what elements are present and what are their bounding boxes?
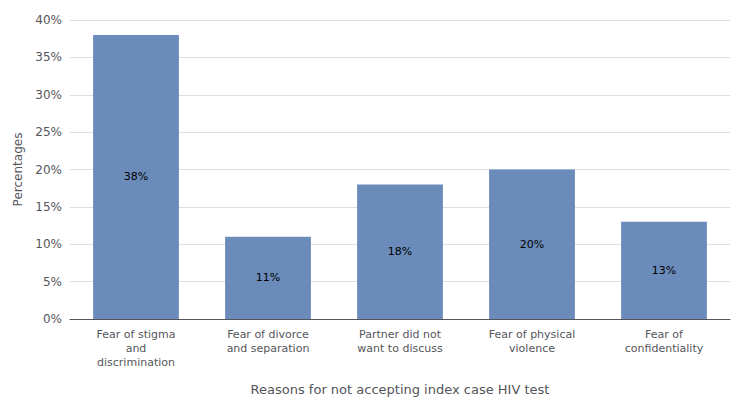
svg-text:5%: 5% bbox=[43, 275, 62, 289]
svg-text:0%: 0% bbox=[43, 312, 62, 326]
svg-text:Fear of: Fear of bbox=[645, 328, 684, 341]
svg-text:38%: 38% bbox=[124, 170, 148, 183]
svg-text:discrimination: discrimination bbox=[97, 356, 175, 369]
svg-text:35%: 35% bbox=[35, 50, 62, 64]
svg-text:Fear of divorce: Fear of divorce bbox=[227, 328, 309, 341]
svg-text:confidentiality: confidentiality bbox=[625, 342, 704, 355]
svg-text:Partner did not: Partner did not bbox=[359, 328, 442, 341]
svg-text:18%: 18% bbox=[388, 245, 412, 258]
svg-text:and separation: and separation bbox=[227, 342, 310, 355]
svg-text:Fear of stigma: Fear of stigma bbox=[97, 328, 176, 341]
svg-text:and: and bbox=[126, 342, 147, 355]
svg-text:13%: 13% bbox=[652, 264, 676, 277]
svg-text:Percentages: Percentages bbox=[11, 133, 25, 207]
svg-text:40%: 40% bbox=[35, 13, 62, 27]
svg-text:11%: 11% bbox=[256, 271, 280, 284]
svg-text:Reasons for not accepting inde: Reasons for not accepting index case HIV… bbox=[251, 382, 550, 397]
svg-text:30%: 30% bbox=[35, 88, 62, 102]
svg-text:Fear of physical: Fear of physical bbox=[489, 328, 575, 341]
svg-text:20%: 20% bbox=[35, 163, 62, 177]
svg-text:want to discuss: want to discuss bbox=[357, 342, 443, 355]
svg-text:20%: 20% bbox=[520, 238, 544, 251]
svg-text:25%: 25% bbox=[35, 125, 62, 139]
svg-text:15%: 15% bbox=[35, 200, 62, 214]
svg-text:violence: violence bbox=[509, 342, 555, 355]
svg-text:10%: 10% bbox=[35, 237, 62, 251]
